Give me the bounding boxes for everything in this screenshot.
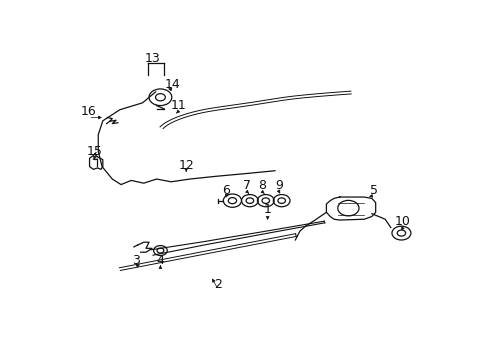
Text: 4: 4 <box>156 254 164 267</box>
Text: 15: 15 <box>86 145 102 158</box>
Text: 3: 3 <box>132 254 140 267</box>
Text: 6: 6 <box>222 184 229 197</box>
Text: 11: 11 <box>170 99 186 112</box>
Text: 5: 5 <box>369 184 377 197</box>
Text: 8: 8 <box>258 179 265 193</box>
Text: 10: 10 <box>393 216 409 229</box>
Text: 7: 7 <box>243 179 250 193</box>
Text: 12: 12 <box>178 159 194 172</box>
Text: 16: 16 <box>81 105 96 118</box>
Text: 2: 2 <box>214 278 222 291</box>
Text: 1: 1 <box>263 203 271 216</box>
Text: 9: 9 <box>275 179 283 193</box>
Text: 13: 13 <box>144 52 161 65</box>
Text: 14: 14 <box>165 78 181 91</box>
